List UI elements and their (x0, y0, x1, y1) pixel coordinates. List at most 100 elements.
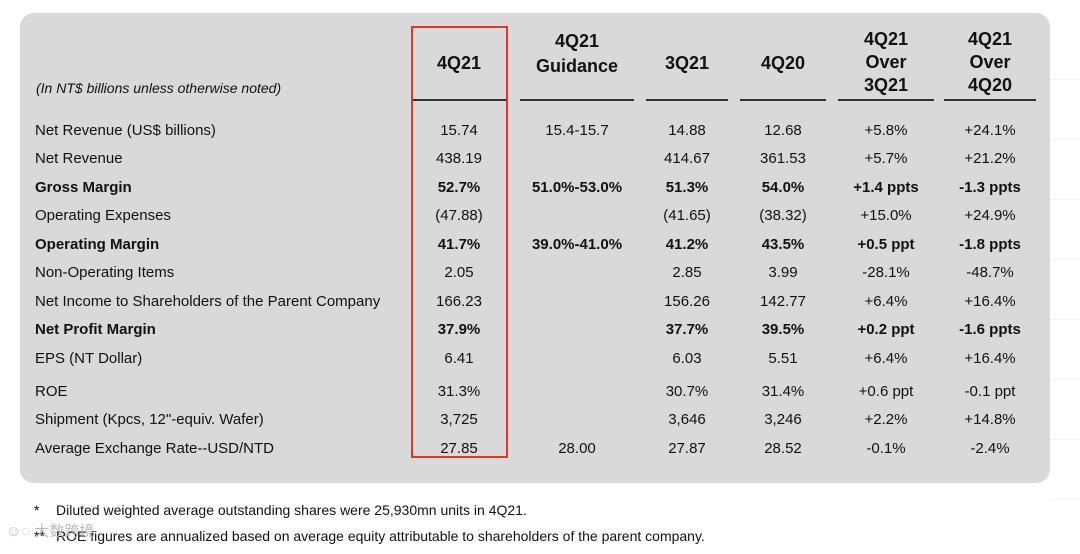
row-label: Net Income to Shareholders of the Parent… (35, 293, 381, 310)
cell-4q20: (38.32) (759, 207, 807, 224)
cell-3q21: 41.2% (665, 236, 709, 253)
cell-over-4q20: +14.8% (964, 411, 1016, 428)
cell-4q21: 37.9% (437, 321, 481, 338)
row-label: Operating Expenses (35, 207, 171, 224)
cell-over-3q21: +5.8% (864, 122, 908, 139)
cell-guidance: 28.00 (558, 440, 596, 457)
cell-4q20: 3,246 (764, 411, 802, 428)
cell-4q21: 6.41 (444, 350, 474, 367)
table-row: Non-Operating Items 2.05 2.85 3.99 -28.1… (0, 259, 1080, 287)
cell-4q21: (47.88) (435, 207, 483, 224)
cell-over-4q20: -2.4% (970, 440, 1010, 457)
watermark-logo-icon: ☺◌ (6, 523, 35, 540)
row-label: Net Revenue (35, 150, 123, 167)
cell-4q21: 31.3% (437, 383, 481, 400)
header-underline (412, 99, 506, 101)
cell-4q21: 15.74 (440, 122, 478, 139)
row-label: Gross Margin (35, 179, 132, 196)
cell-over-3q21: +0.2 ppt (857, 321, 915, 338)
footnote-marker: ** (34, 528, 45, 544)
cell-over-3q21: +1.4 ppts (853, 179, 919, 196)
cell-4q20: 12.68 (764, 122, 802, 139)
table-row: Net Revenue (US$ billions) 15.74 15.4-15… (0, 117, 1080, 145)
cell-over-3q21: +5.7% (864, 150, 908, 167)
table-row: EPS (NT Dollar) 6.41 6.03 5.51 +6.4% +16… (0, 345, 1080, 373)
cell-4q20: 39.5% (761, 321, 805, 338)
table-row: Net Profit Margin 37.9% 37.7% 39.5% +0.2… (0, 316, 1080, 344)
cell-over-4q20: +24.1% (964, 122, 1016, 139)
cell-4q20: 5.51 (768, 350, 798, 367)
header-underline (740, 99, 826, 101)
header-underline (520, 99, 634, 101)
unit-note: (In NT$ billions unless otherwise noted) (36, 80, 282, 96)
header-4q21: 4Q21 (436, 53, 482, 73)
footnote-2: ** ROE figures are annualized based on av… (34, 528, 705, 544)
cell-over-4q20: -0.1 ppt (964, 383, 1016, 400)
background-grid (1050, 40, 1080, 500)
table-row: Shipment (Kpcs, 12"-equiv. Wafer) 3,725 … (0, 406, 1080, 434)
table-row: Operating Margin 41.7% 39.0%-41.0% 41.2%… (0, 231, 1080, 259)
cell-4q21: 166.23 (436, 293, 482, 310)
cell-over-3q21: +2.2% (864, 411, 908, 428)
header-underline (944, 99, 1036, 101)
cell-over-4q20: +16.4% (964, 293, 1016, 310)
table-row: Average Exchange Rate--USD/NTD 27.85 28.… (0, 435, 1080, 463)
cell-4q20: 28.52 (764, 440, 802, 457)
cell-3q21: 30.7% (665, 383, 709, 400)
cell-3q21: 6.03 (672, 350, 702, 367)
footnote-1: * Diluted weighted average outstanding sh… (34, 502, 527, 518)
footnote-text: Diluted weighted average outstanding sha… (56, 502, 527, 518)
row-label: Non-Operating Items (35, 264, 175, 281)
cell-over-4q20: +16.4% (964, 350, 1016, 367)
cell-3q21: 2.85 (672, 264, 702, 281)
cell-over-4q20: -1.3 ppts (959, 179, 1021, 196)
header-3q21: 3Q21 (664, 53, 710, 73)
row-label: Net Profit Margin (35, 321, 156, 338)
cell-3q21: 414.67 (664, 150, 710, 167)
cell-over-3q21: +6.4% (864, 350, 908, 367)
cell-3q21: 51.3% (665, 179, 709, 196)
cell-4q21: 41.7% (437, 236, 481, 253)
cell-guidance: 51.0%-53.0% (531, 179, 623, 196)
cell-over-4q20: -48.7% (966, 264, 1014, 281)
row-label: EPS (NT Dollar) (35, 350, 143, 367)
cell-3q21: (41.65) (663, 207, 711, 224)
header-4q20: 4Q20 (760, 53, 806, 73)
cell-4q21: 27.85 (440, 440, 478, 457)
cell-3q21: 14.88 (668, 122, 706, 139)
cell-4q21: 3,725 (440, 411, 478, 428)
cell-4q20: 3.99 (768, 264, 798, 281)
cell-over-4q20: -1.8 ppts (959, 236, 1021, 253)
header-over-3q21: 4Q21 Over 3Q21 (863, 29, 909, 95)
cell-4q21: 52.7% (437, 179, 481, 196)
highlight-box-4q21 (411, 26, 508, 458)
cell-3q21: 37.7% (665, 321, 709, 338)
cell-over-3q21: +0.5 ppt (857, 236, 915, 253)
cell-3q21: 156.26 (664, 293, 710, 310)
row-label: Operating Margin (35, 236, 160, 253)
table-row: Operating Expenses (47.88) (41.65) (38.3… (0, 202, 1080, 230)
table-row: Net Income to Shareholders of the Parent… (0, 288, 1080, 316)
header-4q21-guidance: 4Q21 Guidance (535, 31, 619, 76)
cell-4q20: 43.5% (761, 236, 805, 253)
cell-4q20: 361.53 (760, 150, 806, 167)
cell-4q20: 31.4% (761, 383, 805, 400)
table-row: Gross Margin 52.7% 51.0%-53.0% 51.3% 54.… (0, 174, 1080, 202)
cell-guidance: 39.0%-41.0% (531, 236, 623, 253)
header-underline (838, 99, 934, 101)
row-label: ROE (35, 383, 68, 400)
cell-over-3q21: +0.6 ppt (858, 383, 914, 400)
financial-summary-panel (20, 13, 1050, 483)
row-label: Net Revenue (US$ billions) (35, 122, 216, 139)
header-over-4q20: 4Q21 Over 4Q20 (967, 29, 1013, 95)
cell-3q21: 3,646 (668, 411, 706, 428)
row-label: Average Exchange Rate--USD/NTD (35, 440, 274, 457)
cell-over-4q20: +21.2% (964, 150, 1016, 167)
watermark: ☺◌ 大数跨境 (6, 520, 94, 541)
row-label: Shipment (Kpcs, 12"-equiv. Wafer) (35, 411, 264, 428)
cell-over-4q20: +24.9% (964, 207, 1016, 224)
cell-4q20: 54.0% (761, 179, 805, 196)
cell-over-3q21: +15.0% (860, 207, 912, 224)
cell-4q20: 142.77 (760, 293, 806, 310)
cell-over-3q21: -0.1% (866, 440, 906, 457)
